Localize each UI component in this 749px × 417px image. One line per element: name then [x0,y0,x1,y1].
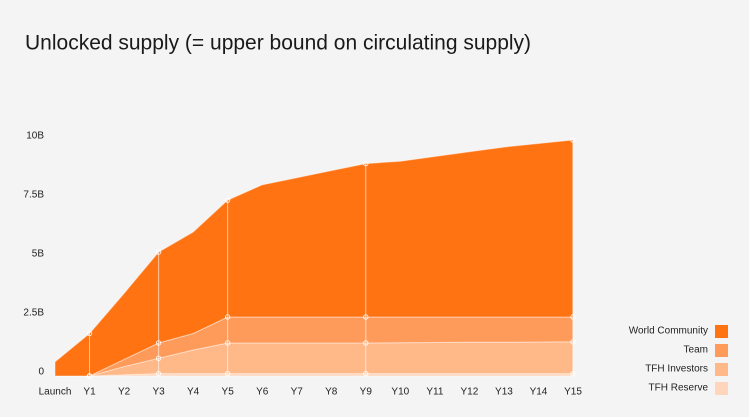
legend-label: Team [684,345,708,356]
legend-swatch [715,382,728,395]
legend-swatch [715,325,728,338]
point [224,314,231,320]
x-tick-label: Y14 [530,387,548,398]
y-tick-label: 0 [38,367,44,378]
x-tick-label: Y10 [391,387,409,398]
x-tick-label: Y5 [222,387,235,398]
point [224,370,231,377]
point [224,340,231,346]
y-tick-label: 7.5B [23,190,44,201]
point [86,373,93,379]
legend-label: TFH Investors [645,364,708,375]
point [155,340,162,346]
x-tick-label: Y1 [83,387,96,398]
legend-label: World Community [629,326,708,337]
x-tick-label: Y13 [495,387,513,398]
point [570,370,576,377]
point [363,370,369,377]
x-tick-label: Y2 [118,387,131,398]
point [363,340,369,346]
x-tick-label: Y3 [152,387,165,398]
x-tick-label: Y12 [461,387,479,398]
point [155,249,162,255]
x-tick-label: Y7 [291,387,304,398]
point [363,160,369,167]
point [570,339,576,345]
x-tick-label: Y15 [564,387,582,398]
x-tick-label: Y6 [256,387,269,398]
x-tick-label: Y4 [187,387,200,398]
y-tick-label: 5B [32,249,45,260]
point [224,197,231,203]
x-tick-label: Y11 [426,387,443,398]
legend-swatch [715,363,728,376]
y-tick-label: 10B [26,131,44,142]
x-tick-label: Y8 [325,387,338,398]
point [155,355,162,361]
point [86,330,93,337]
y-tick-label: 2.5B [23,308,44,319]
chart-title: Unlocked supply (= upper bound on circul… [25,32,531,55]
point [155,370,162,377]
x-tick-label: Y9 [360,387,373,398]
legend-label: TFH Reserve [649,383,709,394]
point [570,137,576,143]
x-tick-label: Launch [39,387,72,398]
legend-swatch [715,344,728,357]
point [363,314,369,320]
point [570,314,576,320]
